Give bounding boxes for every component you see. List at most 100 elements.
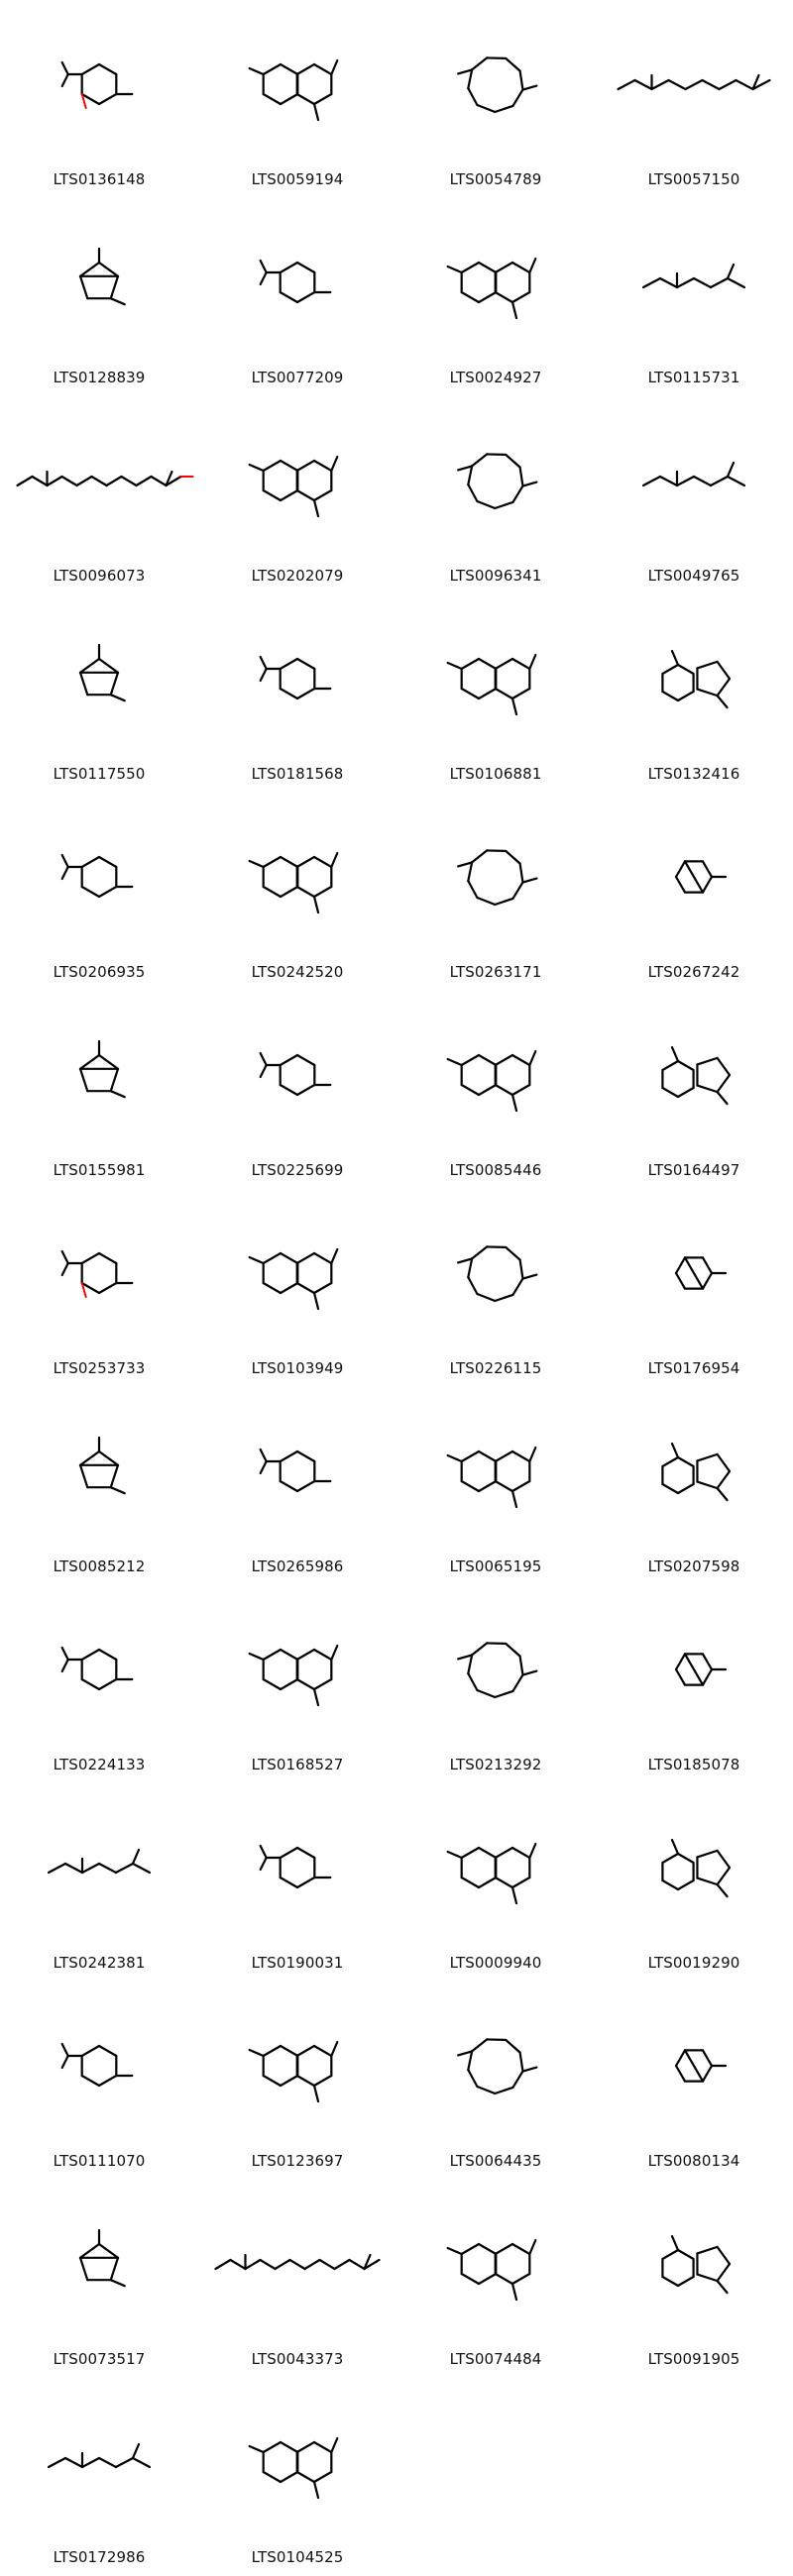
bond (709, 475, 730, 487)
bond (446, 661, 463, 671)
bond (510, 1885, 518, 1905)
bond (460, 2242, 481, 2256)
molecule-drawing (78, 247, 126, 306)
bond (109, 671, 120, 697)
bond (684, 78, 704, 91)
bond (658, 276, 679, 289)
bond (60, 1249, 69, 1265)
bond (288, 2258, 306, 2271)
molecule-structure (396, 1189, 595, 1357)
bond (295, 2044, 316, 2058)
molecule-structure (0, 793, 198, 961)
bond (494, 261, 514, 274)
bond (312, 885, 333, 899)
bond (295, 1677, 316, 1691)
bond (109, 274, 120, 300)
molecule-id-label: LTS0202079 (251, 567, 344, 585)
bond (131, 1862, 152, 1875)
bond (661, 1482, 680, 1495)
bond (511, 2070, 524, 2090)
molecule-structure (595, 1189, 793, 1357)
molecule-structure (595, 991, 793, 1159)
bond (661, 690, 680, 702)
molecule-drawing (78, 1436, 126, 1495)
molecule-drawing (641, 461, 746, 487)
molecule-cell: LTS0059194 (198, 0, 396, 198)
bond (97, 885, 118, 899)
bond (279, 488, 299, 502)
bond (295, 1648, 316, 1662)
bond (78, 274, 89, 300)
molecule-structure (595, 793, 793, 961)
bond (726, 276, 746, 289)
bond (716, 1091, 729, 1106)
molecule-id-label: LTS0123697 (251, 2152, 344, 2170)
bond (476, 2085, 497, 2095)
molecule-cell: LTS0207598 (595, 1387, 793, 1585)
bond (716, 1056, 732, 1077)
bond (262, 62, 283, 76)
bond (312, 2084, 320, 2103)
bond (670, 1838, 680, 1856)
bond (150, 475, 168, 487)
molecule-structure (198, 1387, 396, 1556)
bond (676, 1455, 695, 1468)
bond (701, 2064, 714, 2083)
bond (78, 261, 101, 277)
bond (279, 2044, 299, 2058)
bond (97, 1449, 120, 1466)
bond (259, 655, 268, 671)
molecule-structure (396, 1783, 595, 1952)
molecule-id-label: LTS0104525 (251, 2548, 344, 2566)
bond (457, 465, 474, 472)
bond (312, 102, 320, 122)
bond (718, 78, 737, 91)
molecule-structure (595, 2180, 793, 2348)
bond (262, 488, 283, 502)
molecule-cell: LTS0115731 (595, 198, 793, 396)
bond (716, 1469, 732, 1490)
bond (510, 261, 531, 274)
molecule-cell: LTS0096341 (396, 396, 595, 594)
molecule-drawing (248, 1644, 339, 1707)
bond (674, 1256, 687, 1275)
bond (494, 1449, 514, 1463)
bond (661, 2275, 680, 2288)
bond (78, 1053, 101, 1070)
bond (279, 1677, 299, 1691)
bond (295, 1479, 316, 1493)
bond (676, 1852, 695, 1865)
bond (109, 1463, 120, 1489)
bond (330, 851, 339, 869)
bond (471, 56, 489, 71)
bond (97, 1677, 118, 1691)
bond (696, 688, 719, 698)
bond (312, 62, 333, 76)
molecule-cell: LTS0074484 (396, 2180, 595, 2378)
bond (295, 459, 316, 473)
bond (446, 1850, 463, 1860)
bond (670, 2234, 680, 2252)
molecule-structure (198, 396, 396, 565)
molecule-drawing (446, 1049, 537, 1113)
bond (259, 2258, 277, 2271)
bond (510, 2242, 531, 2256)
molecule-cell: LTS0242520 (198, 793, 396, 991)
bond (494, 1689, 514, 1699)
bond (528, 1842, 537, 1860)
bond (97, 62, 118, 76)
bond (312, 2440, 333, 2454)
bond (312, 2074, 333, 2088)
bond (312, 459, 333, 473)
bond (363, 2253, 372, 2271)
bond (312, 855, 333, 869)
bond (696, 1849, 719, 1859)
molecule-cell: LTS0132416 (595, 594, 793, 793)
bond (460, 1846, 481, 1860)
molecule-drawing (457, 453, 538, 510)
molecule-cell: LTS0065195 (396, 1387, 595, 1585)
bond (131, 1848, 141, 1866)
bond (476, 103, 497, 114)
bond (80, 1677, 101, 1691)
bond (295, 855, 316, 869)
